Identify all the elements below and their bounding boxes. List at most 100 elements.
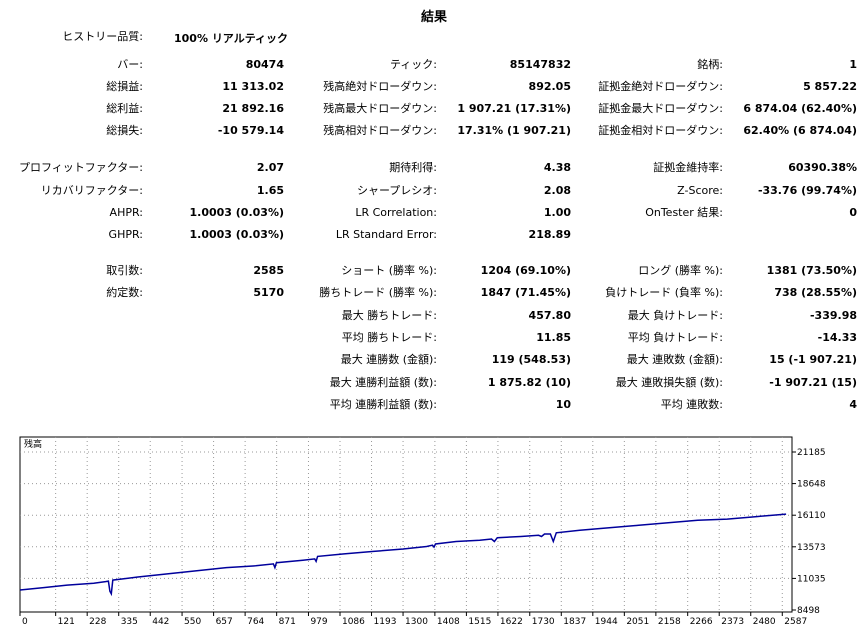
avg-consec-losses-label: 平均 連敗数:: [660, 398, 723, 411]
bars-label: バー:: [117, 58, 143, 71]
loss-trades-label: 負けトレード (負率 %):: [605, 286, 723, 299]
report-title: 結果: [420, 10, 447, 25]
balance-series-line: [19, 513, 787, 597]
total-deals-label: 約定数:: [106, 286, 143, 299]
margin-level-value: 60390.38%: [788, 161, 857, 174]
x-tick-label: 228: [89, 617, 106, 627]
short-value: 1204 (69.10%): [480, 264, 571, 277]
largest-loss-label: 最大 負けトレード:: [627, 309, 723, 322]
ahpr-label: AHPR:: [109, 206, 143, 219]
x-tick-label: 1730: [532, 617, 555, 627]
max-consec-loss-label: 最大 連敗損失額 (数):: [615, 376, 723, 389]
profit-factor-label: プロフィットファクター:: [18, 161, 143, 174]
lr-err-value: 218.89: [528, 228, 571, 241]
avg-profit-label: 平均 勝ちトレード:: [341, 331, 437, 344]
avg-consec-wins-value: 10: [555, 398, 571, 411]
x-tick-label: 442: [152, 617, 169, 627]
max-consec-wins-label: 最大 連勝数 (金額):: [340, 353, 437, 366]
x-tick-label: 871: [279, 617, 296, 627]
x-tick-label: 2158: [658, 617, 681, 627]
y-tick-label: 18648: [797, 480, 826, 490]
balance-dd-max-label: 残高最大ドローダウン:: [323, 102, 437, 115]
balance-dd-rel-value: 17.31% (1 907.21): [457, 124, 571, 137]
z-score-value: -33.76 (99.74%): [757, 184, 857, 197]
ticks-label: ティック:: [389, 58, 437, 71]
z-score-label: Z-Score:: [677, 184, 723, 197]
balance-chart: 21185 18648 16110 13573 11035 8498 0 121 228 335 4…: [19, 436, 826, 627]
x-tick-label: 979: [310, 617, 327, 627]
history-quality-label: ヒストリー品質:: [62, 30, 143, 43]
total-deals-value: 5170: [253, 286, 284, 299]
ahpr-value: 1.0003 (0.03%): [189, 206, 285, 219]
x-tick-label: 2480: [753, 617, 776, 627]
equity-dd-abs-label: 証拠金絶対ドローダウン:: [598, 80, 723, 93]
lr-corr-value: 1.00: [543, 206, 571, 219]
loss-trades-value: 738 (28.55%): [774, 286, 857, 299]
x-tick-label: 1086: [342, 617, 365, 627]
ontester-label: OnTester 結果:: [645, 206, 723, 219]
x-tick-label: 764: [247, 617, 264, 627]
lr-corr-label: LR Correlation:: [355, 206, 437, 219]
margin-level-label: 証拠金維持率:: [653, 161, 723, 174]
sharpe-value: 2.08: [543, 184, 571, 197]
long-value: 1381 (73.50%): [766, 264, 857, 277]
max-consec-losses-label: 最大 連敗数 (金額):: [626, 353, 723, 366]
chart-title: 残高: [24, 438, 42, 450]
gross-profit-label: 総利益:: [106, 102, 143, 115]
profit-trades-label: 勝ちトレード (勝率 %):: [319, 286, 437, 299]
x-tick-label: 1622: [500, 617, 523, 627]
equity-dd-max-label: 証拠金最大ドローダウン:: [598, 102, 723, 115]
equity-dd-rel-label: 証拠金相対ドローダウン:: [598, 124, 723, 137]
x-tick-label: 2373: [721, 617, 744, 627]
largest-profit-value: 457.80: [528, 309, 571, 322]
x-tick-label: 2587: [784, 617, 807, 627]
ghpr-label: GHPR:: [108, 228, 143, 241]
max-consec-wins-value: 119 (548.53): [491, 353, 571, 366]
balance-dd-abs-label: 残高絶対ドローダウン:: [323, 80, 437, 93]
recovery-factor-value: 1.65: [256, 184, 284, 197]
gross-loss-value: -10 579.14: [217, 124, 284, 137]
balance-dd-rel-label: 残高相対ドローダウン:: [323, 124, 437, 137]
x-tick-label: 1837: [563, 617, 586, 627]
x-tick-label: 1193: [374, 617, 397, 627]
x-tick-label: 335: [121, 617, 138, 627]
x-tick-label: 1300: [405, 617, 428, 627]
x-tick-label: 121: [58, 617, 75, 627]
avg-loss-value: -14.33: [817, 331, 857, 344]
largest-profit-label: 最大 勝ちトレード:: [341, 309, 437, 322]
x-tick-label: 657: [216, 617, 233, 627]
total-trades-label: 取引数:: [106, 264, 143, 277]
expected-payoff-label: 期待利得:: [389, 161, 437, 174]
ticks-value: 85147832: [509, 58, 571, 71]
balance-dd-abs-value: 892.05: [528, 80, 571, 93]
profit-factor-value: 2.07: [256, 161, 284, 174]
y-tick-label: 21185: [797, 448, 826, 458]
long-label: ロング (勝率 %):: [638, 264, 723, 277]
ontester-value: 0: [849, 206, 857, 219]
x-tick-label: 2051: [626, 617, 649, 627]
gross-profit-value: 21 892.16: [222, 102, 284, 115]
max-consec-profit-label: 最大 連勝利益額 (数):: [329, 376, 437, 389]
sharpe-label: シャープレシオ:: [356, 184, 437, 197]
bars-value: 80474: [245, 58, 284, 71]
total-net-profit-label: 総損益:: [106, 80, 143, 93]
short-label: ショート (勝率 %):: [341, 264, 437, 277]
plot-area: [19, 436, 793, 613]
history-quality-value: 100% リアルティック: [174, 32, 289, 45]
equity-dd-max-value: 6 874.04 (62.40%): [743, 102, 857, 115]
equity-dd-abs-value: 5 857.22: [803, 80, 857, 93]
avg-profit-value: 11.85: [536, 331, 571, 344]
avg-consec-losses-value: 4: [849, 398, 857, 411]
lr-err-label: LR Standard Error:: [335, 228, 437, 241]
x-tick-label: 1944: [595, 617, 618, 627]
profit-trades-value: 1847 (71.45%): [480, 286, 571, 299]
x-tick-label: 2266: [690, 617, 713, 627]
x-tick-label: 550: [184, 617, 201, 627]
balance-dd-max-value: 1 907.21 (17.31%): [457, 102, 571, 115]
y-tick-label: 11035: [797, 574, 826, 584]
gross-loss-label: 総損失:: [106, 124, 143, 137]
y-tick-label: 13573: [797, 543, 826, 553]
x-tick-label: 1515: [468, 617, 491, 627]
total-trades-value: 2585: [253, 264, 284, 277]
symbols-value: 1: [849, 58, 857, 71]
